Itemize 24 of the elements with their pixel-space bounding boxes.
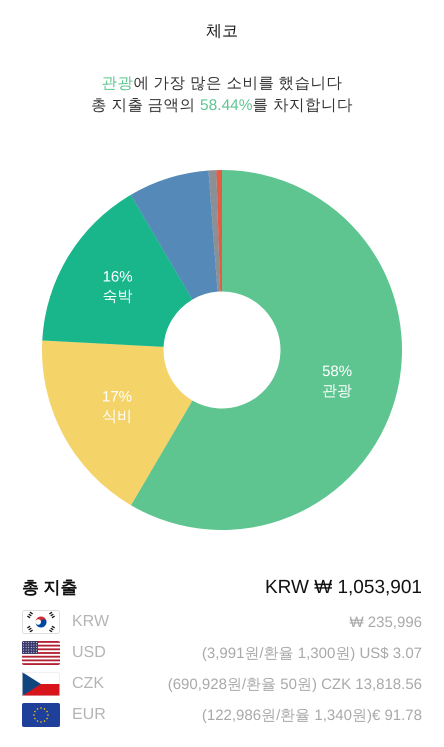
slice-label: 식비 [102,408,132,425]
text: (690,928원/환율 50원) CZK 13,818.56 [168,675,422,695]
donut-slice [130,170,218,300]
data-label: 16% [102,268,133,286]
donut-slice [130,170,402,530]
category-label: CZK [72,674,104,694]
chart-subtitle: 관광에 가장 많은 소비를 했습니다 총 지출 금액의 58.44%를 차지합니다 [91,75,353,114]
text: (3,991원/환율 1,300원) US$ 3.07 [202,644,422,664]
text: (122,986원/환율 1,340원)€ 91.78 [202,706,422,726]
data-label: 58% [322,363,352,380]
donut-slice [42,340,192,506]
category-label: USD [72,643,106,663]
data-label: 17% [102,388,132,406]
category-label: EUR [72,705,106,725]
slice-label: 숙박 [102,288,133,305]
chart-title: 체코 [205,22,239,42]
slice-label: 관광 [322,382,352,400]
donut-slice [216,170,222,292]
donut-slice [42,194,192,347]
category-label: KRW [72,612,110,632]
text: ₩ 235,996 [349,613,422,633]
donut-slice [208,170,220,292]
text: 총 지출 [22,577,78,599]
text: KRW ₩ 1,053,901 [264,576,422,600]
